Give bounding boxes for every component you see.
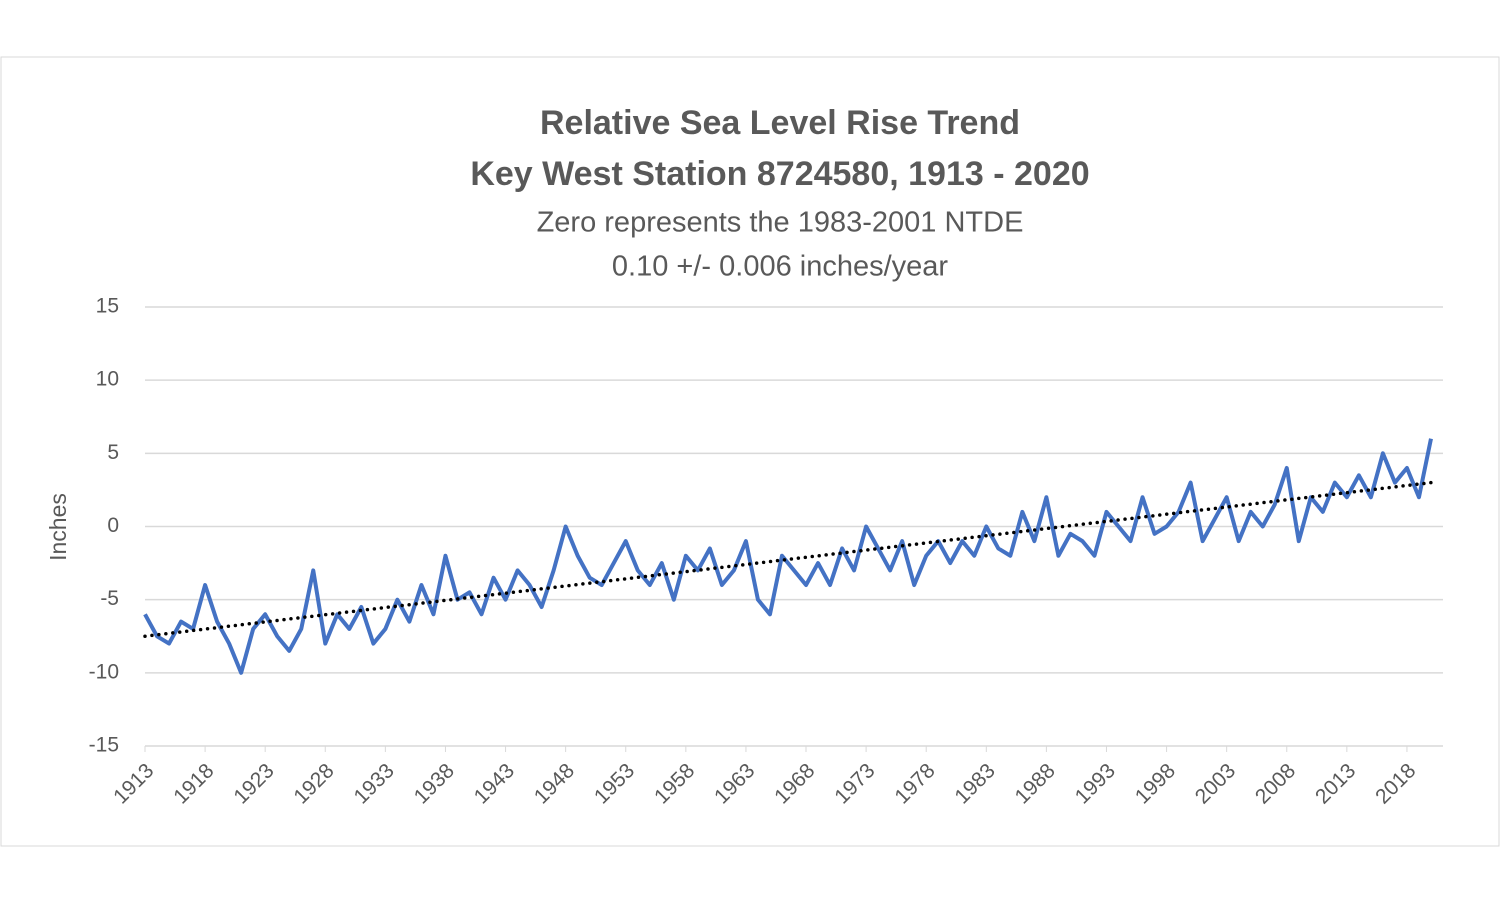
chart-subtitle: Zero represents the 1983-2001 NTDE (537, 207, 1024, 239)
y-tick-label: 0 (107, 514, 119, 537)
chart-title: Relative Sea Level Rise Trend (540, 104, 1020, 142)
chart-subtitle: 0.10 +/- 0.006 inches/year (612, 251, 948, 283)
chart-border (0, 56, 1500, 847)
y-tick-label: 5 (107, 441, 119, 464)
y-tick-label: -5 (100, 587, 119, 610)
y-tick-label: -10 (89, 660, 119, 683)
chart-title: Key West Station 8724580, 1913 - 2020 (470, 155, 1089, 193)
y-tick-label: 10 (96, 368, 119, 391)
y-tick-label: 15 (96, 295, 119, 318)
y-tick-label: -15 (89, 734, 119, 757)
y-axis-label: Inches (45, 493, 71, 561)
trend-line (143, 480, 1433, 638)
